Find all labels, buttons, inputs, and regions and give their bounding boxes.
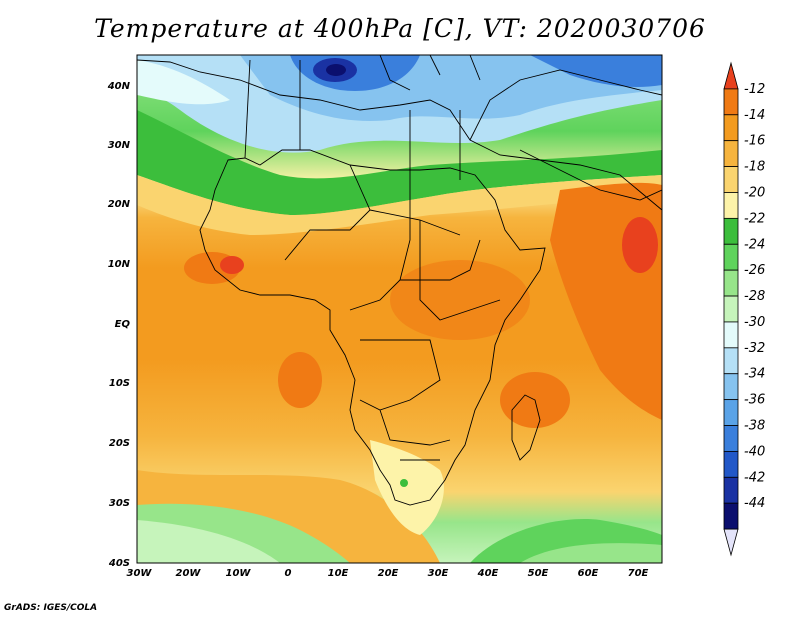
colorbar-label: -18 <box>744 160 765 175</box>
lon-label: 30W <box>127 568 153 579</box>
colorbar-box <box>723 140 739 167</box>
colorbar-label: -26 <box>744 263 765 278</box>
colorbar-label: -22 <box>744 211 765 226</box>
lon-label: 10E <box>328 568 349 579</box>
colorbar-label: -24 <box>744 237 765 252</box>
lat-label: 20S <box>109 438 130 449</box>
temperature-field <box>137 55 662 563</box>
colorbar-arrow-bottom <box>723 528 739 557</box>
colorbar-box <box>723 425 739 452</box>
colorbar-label: -38 <box>744 419 765 434</box>
colorbar-box <box>723 399 739 426</box>
lat-label: 30N <box>108 140 131 151</box>
colorbar-label: -28 <box>744 289 765 304</box>
colorbar-label: -16 <box>744 134 765 149</box>
colorbar-label: -42 <box>744 470 765 485</box>
colorbar-box <box>723 321 739 349</box>
lat-label: 20N <box>108 199 131 210</box>
colorbar-label: -32 <box>744 341 765 356</box>
lon-label: 70E <box>628 568 649 579</box>
colorbar-label: -14 <box>744 108 765 123</box>
latitude-axis: 40N 30N 20N 10N EQ 10S 20S 30S 40S <box>107 81 131 569</box>
colorbar-box <box>723 347 739 375</box>
lon-label: 50E <box>528 568 549 579</box>
colorbar-label: -36 <box>744 393 765 408</box>
colorbar-label: -12 <box>744 82 765 97</box>
lon-label: 40E <box>477 568 499 579</box>
lon-label: 20W <box>176 568 202 579</box>
colorbar-label: -30 <box>744 315 765 330</box>
colorbar-box <box>723 502 739 530</box>
lon-label: 30E <box>428 568 449 579</box>
lon-label: 60E <box>578 568 599 579</box>
colorbar-box <box>723 192 739 219</box>
colorbar-label: -44 <box>744 496 765 511</box>
colorbar-box <box>723 166 739 193</box>
colorbar-box <box>723 114 739 142</box>
colorbar-label: -20 <box>744 185 765 200</box>
colorbar-box <box>723 88 739 116</box>
colorbar-arrow-top <box>723 61 739 90</box>
lon-label: 20E <box>378 568 399 579</box>
colorbar-box <box>723 243 739 271</box>
colorbar: -12 -14 -16 -18 -20 -22 -24 -26 -28 -30 -32 -34 -36 -… <box>723 61 765 557</box>
lat-label: EQ <box>115 319 131 330</box>
credit-text: GrADS: IGES/COLA <box>4 603 98 613</box>
colorbar-label: -40 <box>744 444 765 459</box>
lat-label: 30S <box>109 498 130 509</box>
colorbar-box <box>723 217 739 245</box>
colorbar-label: -34 <box>744 367 765 382</box>
colorbar-box <box>723 373 739 401</box>
longitude-axis: 30W 20W 10W 0 10E 20E 30E 40E 50E 60E 70… <box>127 568 649 579</box>
colorbar-box <box>723 476 739 504</box>
colorbar-box <box>723 295 739 323</box>
lat-label: 10S <box>109 378 130 389</box>
coastlines <box>137 55 662 506</box>
map-frame <box>136 54 663 564</box>
map-title: Temperature at 400hPa [C], VT: 202003070… <box>94 14 706 43</box>
lon-label: 10W <box>226 568 252 579</box>
colorbar-box <box>723 451 739 478</box>
lat-label: 10N <box>108 259 131 270</box>
lon-label: 0 <box>285 568 292 579</box>
lat-label: 40N <box>107 81 131 92</box>
colorbar-box <box>723 269 739 297</box>
lat-label: 40S <box>108 558 130 569</box>
